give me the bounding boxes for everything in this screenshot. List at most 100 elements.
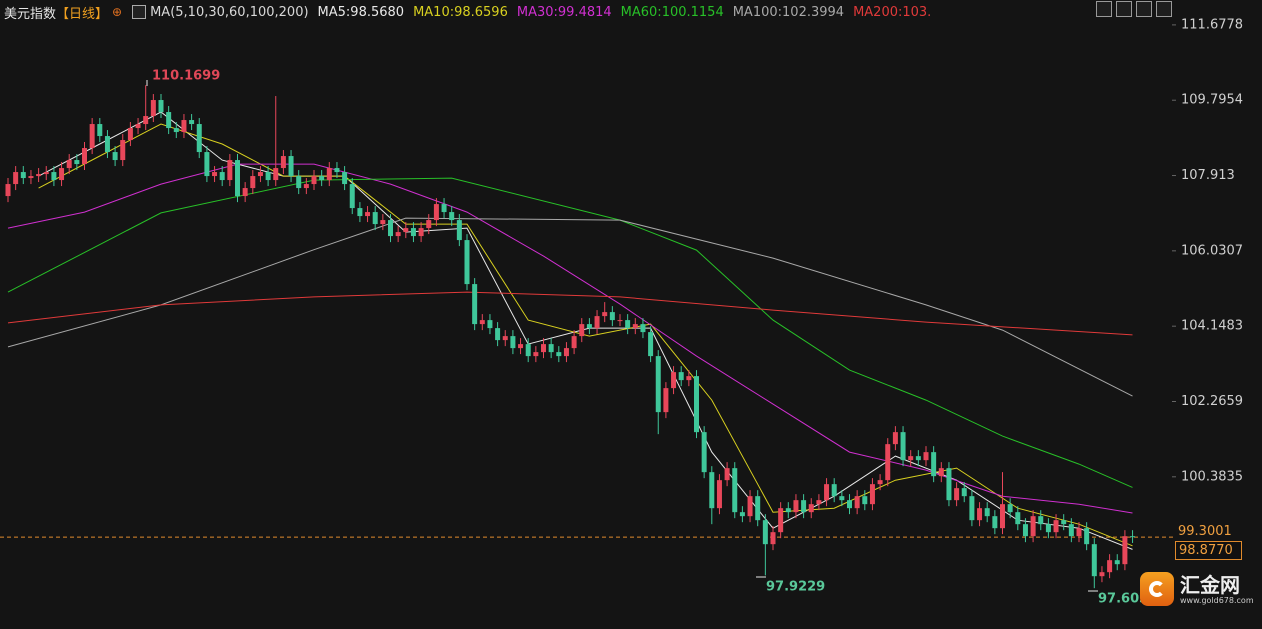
indicator-icon[interactable] bbox=[132, 5, 147, 19]
candle-body bbox=[594, 316, 600, 329]
candle-body bbox=[13, 172, 19, 185]
candle-body bbox=[181, 120, 187, 133]
candle-body bbox=[1076, 528, 1082, 537]
candle-body bbox=[319, 176, 325, 181]
candle-body bbox=[380, 220, 386, 225]
candle-body bbox=[288, 156, 294, 177]
candle-body bbox=[441, 204, 447, 213]
candle-body bbox=[410, 228, 416, 237]
candle-body bbox=[1061, 520, 1067, 525]
candle-body bbox=[1091, 544, 1097, 577]
candle-body bbox=[946, 468, 952, 501]
legend-period[interactable]: 【日线】 bbox=[56, 6, 109, 22]
candle-body bbox=[403, 228, 409, 233]
candle-body bbox=[250, 176, 256, 189]
candle-body bbox=[150, 100, 156, 117]
candle-body bbox=[755, 496, 761, 521]
legend-entry: MA100:102.3994 bbox=[732, 4, 845, 20]
candle-body bbox=[716, 480, 722, 509]
candle-body bbox=[694, 376, 699, 433]
candle-body bbox=[961, 488, 967, 497]
candle-body bbox=[778, 508, 784, 533]
ref-price-label: 99.3001 bbox=[1178, 524, 1232, 539]
tool-button[interactable] bbox=[1156, 1, 1172, 17]
candle-body bbox=[1114, 560, 1120, 565]
candle-body bbox=[663, 388, 669, 413]
candle-body bbox=[548, 344, 554, 353]
candle-body bbox=[892, 432, 898, 445]
candle-body bbox=[869, 484, 875, 505]
y-tick-label: 111.6778 bbox=[1181, 17, 1243, 32]
candle-body bbox=[770, 532, 776, 545]
candle-body bbox=[808, 504, 814, 513]
candle-body bbox=[862, 496, 868, 505]
candle-body bbox=[36, 174, 42, 177]
legend-entry: MA200:103. bbox=[853, 4, 932, 20]
candle-body bbox=[127, 128, 133, 141]
candle-body bbox=[242, 188, 248, 197]
y-tick-label: 102.2659 bbox=[1181, 394, 1243, 409]
candle-body bbox=[571, 336, 577, 349]
logo-url: www.gold678.com bbox=[1180, 595, 1254, 605]
candle-body bbox=[762, 520, 768, 545]
candle-body bbox=[518, 344, 524, 349]
candle-body bbox=[510, 336, 516, 349]
candle-body bbox=[1099, 572, 1105, 577]
candle-body bbox=[104, 136, 110, 153]
candle-body bbox=[701, 432, 707, 473]
candle-body bbox=[280, 156, 286, 169]
candle-body bbox=[372, 212, 378, 225]
candle-body bbox=[502, 336, 508, 341]
candle-body bbox=[1107, 560, 1113, 573]
candle-body bbox=[257, 172, 263, 177]
candle-body bbox=[609, 312, 615, 321]
candle-body bbox=[579, 324, 585, 337]
candle-body bbox=[671, 372, 677, 389]
ma-line bbox=[7, 177, 1133, 488]
candle-body bbox=[900, 432, 906, 461]
candle-body bbox=[273, 168, 279, 181]
candle-body bbox=[433, 204, 439, 221]
candle-body bbox=[143, 116, 149, 125]
candle-body bbox=[1038, 516, 1044, 525]
candle-body bbox=[739, 512, 745, 517]
candle-body bbox=[724, 468, 730, 481]
candle-body bbox=[747, 496, 753, 517]
candle-body bbox=[196, 124, 202, 153]
candle-body bbox=[97, 124, 103, 137]
candle-body bbox=[189, 120, 195, 125]
candle-body bbox=[227, 160, 233, 181]
add-button[interactable]: ⊕ bbox=[112, 5, 123, 19]
candle-body bbox=[686, 376, 692, 381]
candle-body bbox=[824, 484, 830, 501]
candle-body bbox=[303, 184, 309, 189]
candle-body bbox=[625, 320, 631, 329]
logo-icon bbox=[1140, 572, 1174, 606]
candle-body bbox=[5, 184, 11, 197]
tool-button[interactable] bbox=[1116, 1, 1132, 17]
candle-body bbox=[854, 496, 860, 509]
candle-body bbox=[395, 232, 401, 237]
candle-body bbox=[885, 444, 891, 481]
legend-entry: MA10:98.6596 bbox=[413, 4, 508, 20]
candle-body bbox=[793, 500, 799, 513]
candle-body bbox=[388, 220, 393, 237]
candle-body bbox=[969, 496, 975, 521]
candle-body bbox=[1030, 516, 1036, 537]
candle-body bbox=[1022, 524, 1028, 537]
y-tick-label: 106.0307 bbox=[1181, 243, 1243, 258]
candle-body bbox=[265, 172, 271, 181]
candle-body bbox=[915, 456, 921, 461]
candle-body bbox=[135, 124, 141, 129]
tool-button[interactable] bbox=[1136, 1, 1152, 17]
candle-body bbox=[525, 344, 531, 357]
legend-title: 美元指数 bbox=[4, 6, 57, 22]
candle-body bbox=[984, 508, 990, 517]
high-annotation: 110.1699 bbox=[152, 69, 220, 84]
tool-button[interactable] bbox=[1096, 1, 1112, 17]
logo: 汇金网 www.gold678.com bbox=[1140, 572, 1254, 606]
candle-body bbox=[541, 344, 546, 353]
candle-body bbox=[158, 100, 164, 113]
candle-body bbox=[938, 468, 944, 477]
candle-body bbox=[479, 320, 485, 325]
